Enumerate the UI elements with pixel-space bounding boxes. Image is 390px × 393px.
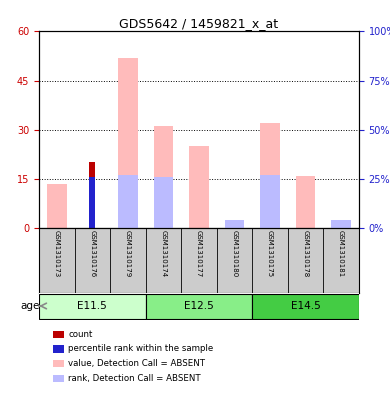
Text: GSM1310177: GSM1310177 — [196, 230, 202, 277]
Text: GSM1310173: GSM1310173 — [54, 230, 60, 277]
Bar — [89, 177, 96, 228]
Text: GSM1310181: GSM1310181 — [338, 230, 344, 277]
Bar — [154, 177, 173, 228]
Text: E12.5: E12.5 — [184, 301, 214, 311]
Bar — [331, 220, 351, 228]
Bar — [47, 184, 67, 228]
Bar — [260, 123, 280, 228]
Text: percentile rank within the sample: percentile rank within the sample — [68, 345, 213, 353]
Text: count: count — [68, 330, 93, 338]
Bar — [252, 294, 359, 319]
Text: GSM1310176: GSM1310176 — [89, 230, 95, 277]
Bar — [260, 175, 280, 228]
Bar — [189, 146, 209, 228]
Text: age: age — [20, 301, 39, 311]
Bar — [225, 220, 244, 228]
Text: E14.5: E14.5 — [291, 301, 320, 311]
Bar — [145, 294, 252, 319]
Title: GDS5642 / 1459821_x_at: GDS5642 / 1459821_x_at — [119, 17, 278, 30]
Bar — [89, 162, 96, 228]
Text: GSM1310174: GSM1310174 — [160, 230, 167, 277]
Text: GSM1310175: GSM1310175 — [267, 230, 273, 277]
Text: value, Detection Call = ABSENT: value, Detection Call = ABSENT — [68, 360, 205, 368]
Text: GSM1310178: GSM1310178 — [303, 230, 308, 277]
Bar — [118, 58, 138, 228]
Bar — [154, 127, 173, 228]
Text: GSM1310180: GSM1310180 — [231, 230, 238, 277]
Bar — [296, 176, 315, 228]
Bar — [118, 175, 138, 228]
Bar — [39, 294, 145, 319]
Text: rank, Detection Call = ABSENT: rank, Detection Call = ABSENT — [68, 375, 201, 383]
Text: E11.5: E11.5 — [78, 301, 107, 311]
Text: GSM1310179: GSM1310179 — [125, 230, 131, 277]
